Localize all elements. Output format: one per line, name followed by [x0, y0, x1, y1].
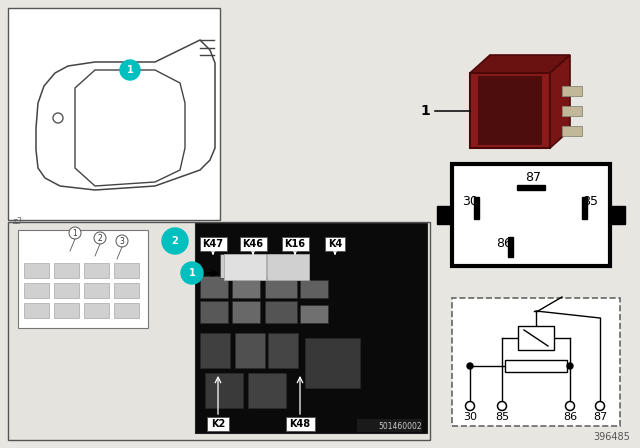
Bar: [610, 206, 625, 224]
Bar: [54, 283, 79, 298]
Text: 30: 30: [462, 194, 478, 207]
Text: z3: z3: [12, 217, 22, 226]
Text: K4: K4: [328, 239, 342, 249]
Text: 87: 87: [525, 171, 541, 184]
Text: 1: 1: [189, 268, 195, 278]
Circle shape: [94, 232, 106, 244]
Text: 86: 86: [563, 412, 577, 422]
Text: K2: K2: [211, 419, 225, 429]
Bar: [300, 280, 328, 298]
Text: 87: 87: [593, 412, 607, 422]
Bar: [18, 230, 148, 328]
Polygon shape: [470, 55, 570, 73]
Bar: [24, 263, 49, 278]
Text: 2: 2: [172, 236, 179, 246]
Text: 1: 1: [420, 104, 430, 118]
Bar: [265, 301, 297, 323]
Bar: [300, 305, 328, 323]
Bar: [207, 417, 229, 431]
Bar: [452, 164, 610, 266]
Bar: [470, 73, 550, 148]
Bar: [562, 126, 582, 136]
Circle shape: [467, 363, 473, 369]
Bar: [8, 222, 430, 440]
Text: 85: 85: [582, 194, 598, 207]
Bar: [84, 283, 109, 298]
Bar: [518, 326, 554, 350]
Bar: [24, 303, 49, 318]
Polygon shape: [550, 55, 570, 148]
Text: 86: 86: [496, 237, 512, 250]
Bar: [325, 237, 345, 251]
Bar: [200, 301, 228, 323]
Bar: [582, 197, 587, 219]
Circle shape: [120, 60, 140, 80]
Bar: [248, 373, 286, 408]
Bar: [200, 333, 230, 368]
Bar: [224, 254, 266, 280]
Text: K46: K46: [243, 239, 264, 249]
Bar: [195, 223, 427, 433]
Bar: [200, 237, 227, 251]
Bar: [478, 76, 542, 145]
Bar: [8, 8, 220, 220]
Bar: [357, 419, 422, 432]
Bar: [205, 373, 243, 408]
Text: K47: K47: [202, 239, 223, 249]
Bar: [200, 276, 228, 298]
Circle shape: [497, 401, 506, 410]
Text: 2: 2: [98, 233, 102, 242]
Text: 1: 1: [72, 228, 77, 237]
Bar: [265, 276, 297, 298]
Bar: [54, 303, 79, 318]
Bar: [517, 185, 545, 190]
Circle shape: [567, 363, 573, 369]
Text: 1: 1: [127, 65, 133, 75]
Bar: [562, 86, 582, 96]
Text: 30: 30: [463, 412, 477, 422]
Bar: [114, 303, 139, 318]
Bar: [260, 254, 296, 278]
Bar: [235, 333, 265, 368]
Bar: [84, 263, 109, 278]
Bar: [437, 206, 452, 224]
Bar: [84, 303, 109, 318]
Bar: [267, 254, 309, 280]
Bar: [232, 301, 260, 323]
Text: 85: 85: [495, 412, 509, 422]
Circle shape: [162, 228, 188, 254]
Bar: [474, 197, 479, 219]
Bar: [24, 283, 49, 298]
Circle shape: [181, 262, 203, 284]
Circle shape: [566, 401, 575, 410]
Bar: [240, 237, 267, 251]
Bar: [54, 263, 79, 278]
Text: 501460002: 501460002: [378, 422, 422, 431]
Bar: [114, 263, 139, 278]
Circle shape: [595, 401, 605, 410]
Circle shape: [69, 227, 81, 239]
Bar: [562, 106, 582, 116]
Bar: [220, 254, 256, 278]
Circle shape: [465, 401, 474, 410]
Bar: [286, 417, 315, 431]
Bar: [268, 333, 298, 368]
Bar: [114, 283, 139, 298]
Text: 3: 3: [120, 237, 124, 246]
Bar: [452, 298, 620, 426]
Bar: [232, 276, 260, 298]
Text: K16: K16: [285, 239, 305, 249]
Circle shape: [116, 235, 128, 247]
Text: 396485: 396485: [593, 432, 630, 442]
Bar: [282, 237, 309, 251]
Bar: [305, 338, 360, 388]
Text: K48: K48: [289, 419, 310, 429]
Bar: [505, 360, 567, 372]
Bar: [508, 237, 513, 257]
